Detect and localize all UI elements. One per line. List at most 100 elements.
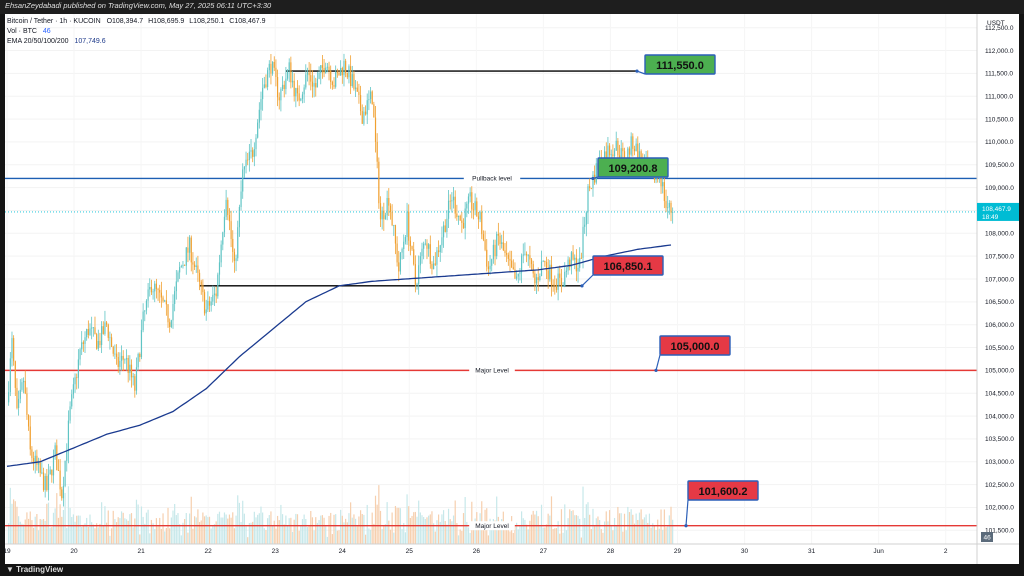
volume-bar [575, 515, 577, 544]
candle-body [300, 98, 302, 101]
candle-body [280, 89, 282, 101]
volume-bar [202, 512, 204, 544]
candle-body [185, 247, 187, 266]
segment-callout-box [644, 54, 716, 75]
volume-bar [525, 524, 528, 544]
candle-body [208, 300, 211, 306]
volume-bar [32, 527, 35, 544]
y-tick-label: 103,500.0 [985, 436, 1014, 443]
volume-bar [345, 518, 347, 544]
candle-body [303, 87, 305, 95]
level-callout-anchor [591, 176, 595, 181]
candle-body [574, 257, 576, 260]
volume-bar [544, 527, 546, 544]
volume-bar [296, 514, 299, 544]
level-callout-label: 101,600.2 [699, 486, 748, 498]
candle-body [137, 353, 139, 368]
volume-bar [31, 520, 33, 544]
candle-body [114, 353, 116, 355]
volume-bar [438, 514, 440, 544]
svg-text:Vol · BTC 46: Vol · BTC 46 [7, 28, 51, 35]
candle-body [32, 458, 35, 464]
candle-body [11, 338, 13, 359]
candle-body [386, 197, 388, 216]
price-chart[interactable]: Pullback level Major Level Major Level 109… [5, 14, 1019, 564]
y-tick-label: 105,500.0 [985, 345, 1014, 352]
candle-body [318, 72, 320, 79]
candle-body [328, 66, 330, 71]
volume-bar [57, 517, 60, 544]
volume-bar [305, 519, 307, 544]
candle-body [580, 257, 582, 259]
volume-bar [92, 524, 94, 544]
candle-body [237, 227, 239, 259]
volume-bar [442, 510, 445, 544]
candle-body [527, 255, 529, 257]
candle-body [67, 420, 70, 452]
volume-bar [280, 504, 282, 544]
candle-body [388, 197, 390, 206]
candle-body [127, 358, 129, 373]
y-tick-label: 112,500.0 [985, 25, 1014, 32]
volume-bar [590, 529, 592, 544]
candle-body [379, 203, 382, 220]
volume-bar [149, 533, 151, 544]
candle-body [640, 151, 642, 163]
candle-body [502, 242, 504, 251]
candle-body [404, 237, 406, 242]
candle-body [315, 83, 317, 88]
volume-bar [474, 518, 476, 544]
volume-bar [321, 515, 323, 544]
volume-bar [401, 529, 403, 544]
candle-body [429, 244, 431, 264]
candle-body [409, 240, 411, 247]
level-label: Major Level [475, 523, 509, 530]
candle-body [170, 320, 172, 327]
candle-body [305, 74, 307, 88]
candle-body [477, 216, 480, 220]
volume-bar [519, 525, 521, 544]
volume-bar [542, 527, 544, 544]
volume-bar [509, 531, 511, 544]
candle-body [8, 392, 10, 403]
volume-bar [665, 527, 667, 544]
volume-bar [110, 528, 113, 544]
volume-bar [381, 529, 383, 544]
volume-bar [336, 530, 338, 544]
volume-bar [72, 514, 74, 544]
candle-body [145, 300, 148, 311]
candle-body [267, 70, 269, 88]
candle-body [447, 200, 450, 219]
y-tick-label: 109,000.0 [985, 185, 1014, 192]
candle-body [222, 232, 224, 245]
volume-bar [301, 519, 304, 544]
volume-bar [660, 509, 662, 544]
volume-bar [325, 526, 327, 544]
volume-bar [154, 529, 156, 544]
candle-body [72, 384, 74, 395]
candle-body [489, 265, 491, 270]
candle-body [554, 284, 556, 286]
candle-body [560, 277, 563, 287]
volume-bar [439, 521, 441, 544]
price-axis[interactable]: USDT 112,500.0 112,000.0 111,500.0 111,000.… [5, 14, 1019, 564]
volume-bar [630, 509, 632, 544]
volume-bar [423, 517, 425, 544]
candle-body [522, 254, 524, 256]
volume-bar [643, 517, 646, 544]
volume-bar [36, 514, 38, 544]
volume-bar [66, 527, 68, 544]
time-axis[interactable]: 19 20 21 22 23 24 25 26 27 28 29 30 31 Jun 2 [5, 548, 948, 555]
candle-body [451, 200, 453, 202]
y-tick-label: 112,000.0 [985, 48, 1014, 55]
level-label-bg [463, 173, 521, 183]
volume-bar [205, 515, 207, 544]
candle-body [338, 72, 340, 76]
candle-body [613, 150, 616, 157]
candle-body [107, 324, 109, 338]
volume-bar [160, 528, 162, 544]
volume-bar [247, 537, 249, 544]
volume-bar [218, 511, 221, 544]
volume-bar [529, 520, 531, 544]
candle-body [567, 259, 569, 271]
